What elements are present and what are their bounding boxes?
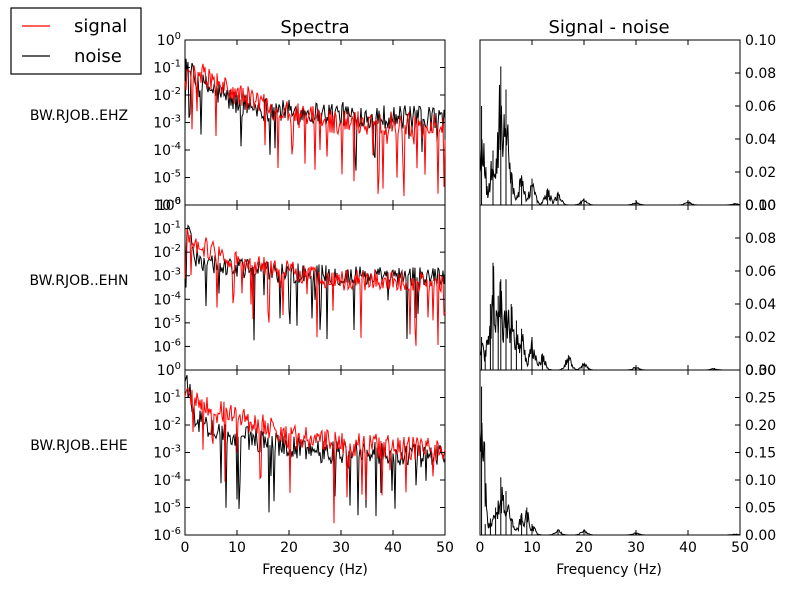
y-tick-label: 10-6 — [153, 526, 181, 544]
y-tick-label: 10-1 — [153, 389, 181, 407]
y-tick-label: 0.15 — [745, 446, 776, 462]
signal-minus-noise-line-row-3 — [479, 422, 740, 536]
y-tick-label: 0.25 — [745, 391, 776, 407]
y-tick-label: 0.02 — [745, 330, 776, 346]
noise-spectrum-line-row-3 — [184, 374, 446, 517]
y-tick-label: 0.10 — [745, 198, 776, 214]
y-tick-label: 10-2 — [153, 86, 181, 104]
x-tick-label: 40 — [679, 540, 697, 556]
noise-spectrum-line-row-1 — [184, 58, 446, 171]
legend-box — [10, 7, 142, 75]
y-tick-label: 10-4 — [153, 141, 181, 159]
y-tick-label: 0.10 — [745, 473, 776, 489]
signal-minus-noise-line-row-2 — [479, 266, 740, 371]
y-tick-label: 100 — [157, 196, 181, 214]
legend: signal noise — [10, 7, 142, 75]
signal-spectrum-line-row-2 — [184, 228, 446, 346]
y-tick-label: 10-2 — [153, 416, 181, 434]
y-tick-label: 0.00 — [745, 198, 776, 214]
y-tick-label: 0.08 — [745, 231, 776, 247]
x-axis-label-diff: Frequency (Hz) — [556, 562, 662, 578]
x-tick-label: 20 — [280, 540, 298, 556]
y-tick-label: 10-3 — [153, 444, 181, 462]
y-tick-label: 10-2 — [153, 243, 181, 261]
x-tick-label: 50 — [436, 540, 454, 556]
y-tick-label: 10-6 — [153, 196, 181, 214]
y-tick-label: 0.06 — [745, 99, 776, 115]
y-tick-label: 0.30 — [745, 363, 776, 379]
y-tick-label: 10-5 — [153, 499, 181, 517]
y-tick-label: 0.00 — [745, 363, 776, 379]
x-tick-label: 0 — [181, 540, 190, 556]
y-tick-label: 0.04 — [745, 297, 776, 313]
x-tick-label: 40 — [384, 540, 402, 556]
y-tick-label: 10-3 — [153, 267, 181, 285]
y-tick-label: 0.05 — [745, 501, 776, 517]
y-tick-label: 10-3 — [153, 114, 181, 132]
x-tick-label: 20 — [575, 540, 593, 556]
y-tick-label: 10-5 — [153, 314, 181, 332]
y-tick-label: 0.10 — [745, 33, 776, 49]
station-label: BW.RJOB..EHN — [29, 273, 128, 289]
y-tick-label: 10-1 — [153, 220, 181, 238]
x-tick-label: 30 — [332, 540, 350, 556]
x-tick-label: 50 — [731, 540, 749, 556]
column-title-spectra: Spectra — [280, 17, 349, 38]
station-label: BW.RJOB..EHZ — [30, 108, 128, 124]
x-axis-label-spectra: Frequency (Hz) — [262, 562, 368, 578]
y-tick-label: 0.06 — [745, 264, 776, 280]
y-tick-label: 100 — [157, 361, 181, 379]
y-tick-label: 10-4 — [153, 290, 181, 308]
y-tick-label: 10-6 — [153, 337, 181, 355]
y-tick-label: 10-4 — [153, 471, 181, 489]
y-tick-label: 10-1 — [153, 59, 181, 77]
station-label: BW.RJOB..EHE — [30, 438, 127, 454]
x-tick-label: 0 — [476, 540, 485, 556]
y-tick-label: 0.04 — [745, 132, 776, 148]
x-tick-label: 30 — [627, 540, 645, 556]
y-tick-label: 10-5 — [153, 169, 181, 187]
column-title-signal-minus-noise: Signal - noise — [548, 17, 669, 38]
y-tick-label: 100 — [157, 31, 181, 49]
chart-marks: 10-610-510-410-310-210-11000.000.020.040… — [153, 31, 776, 556]
signal-minus-noise-line-row-1 — [479, 84, 740, 206]
x-tick-label: 10 — [523, 540, 541, 556]
y-tick-label: 0.00 — [745, 528, 776, 544]
signal-spectrum-line-row-3 — [184, 386, 446, 524]
y-tick-label: 0.08 — [745, 66, 776, 82]
x-tick-label: 10 — [228, 540, 246, 556]
y-tick-label: 0.20 — [745, 418, 776, 434]
legend-noise-label: noise — [74, 46, 122, 67]
y-tick-label: 0.02 — [745, 165, 776, 181]
legend-signal-label: signal — [74, 16, 127, 37]
signal-spectrum-line-row-1 — [184, 63, 446, 197]
